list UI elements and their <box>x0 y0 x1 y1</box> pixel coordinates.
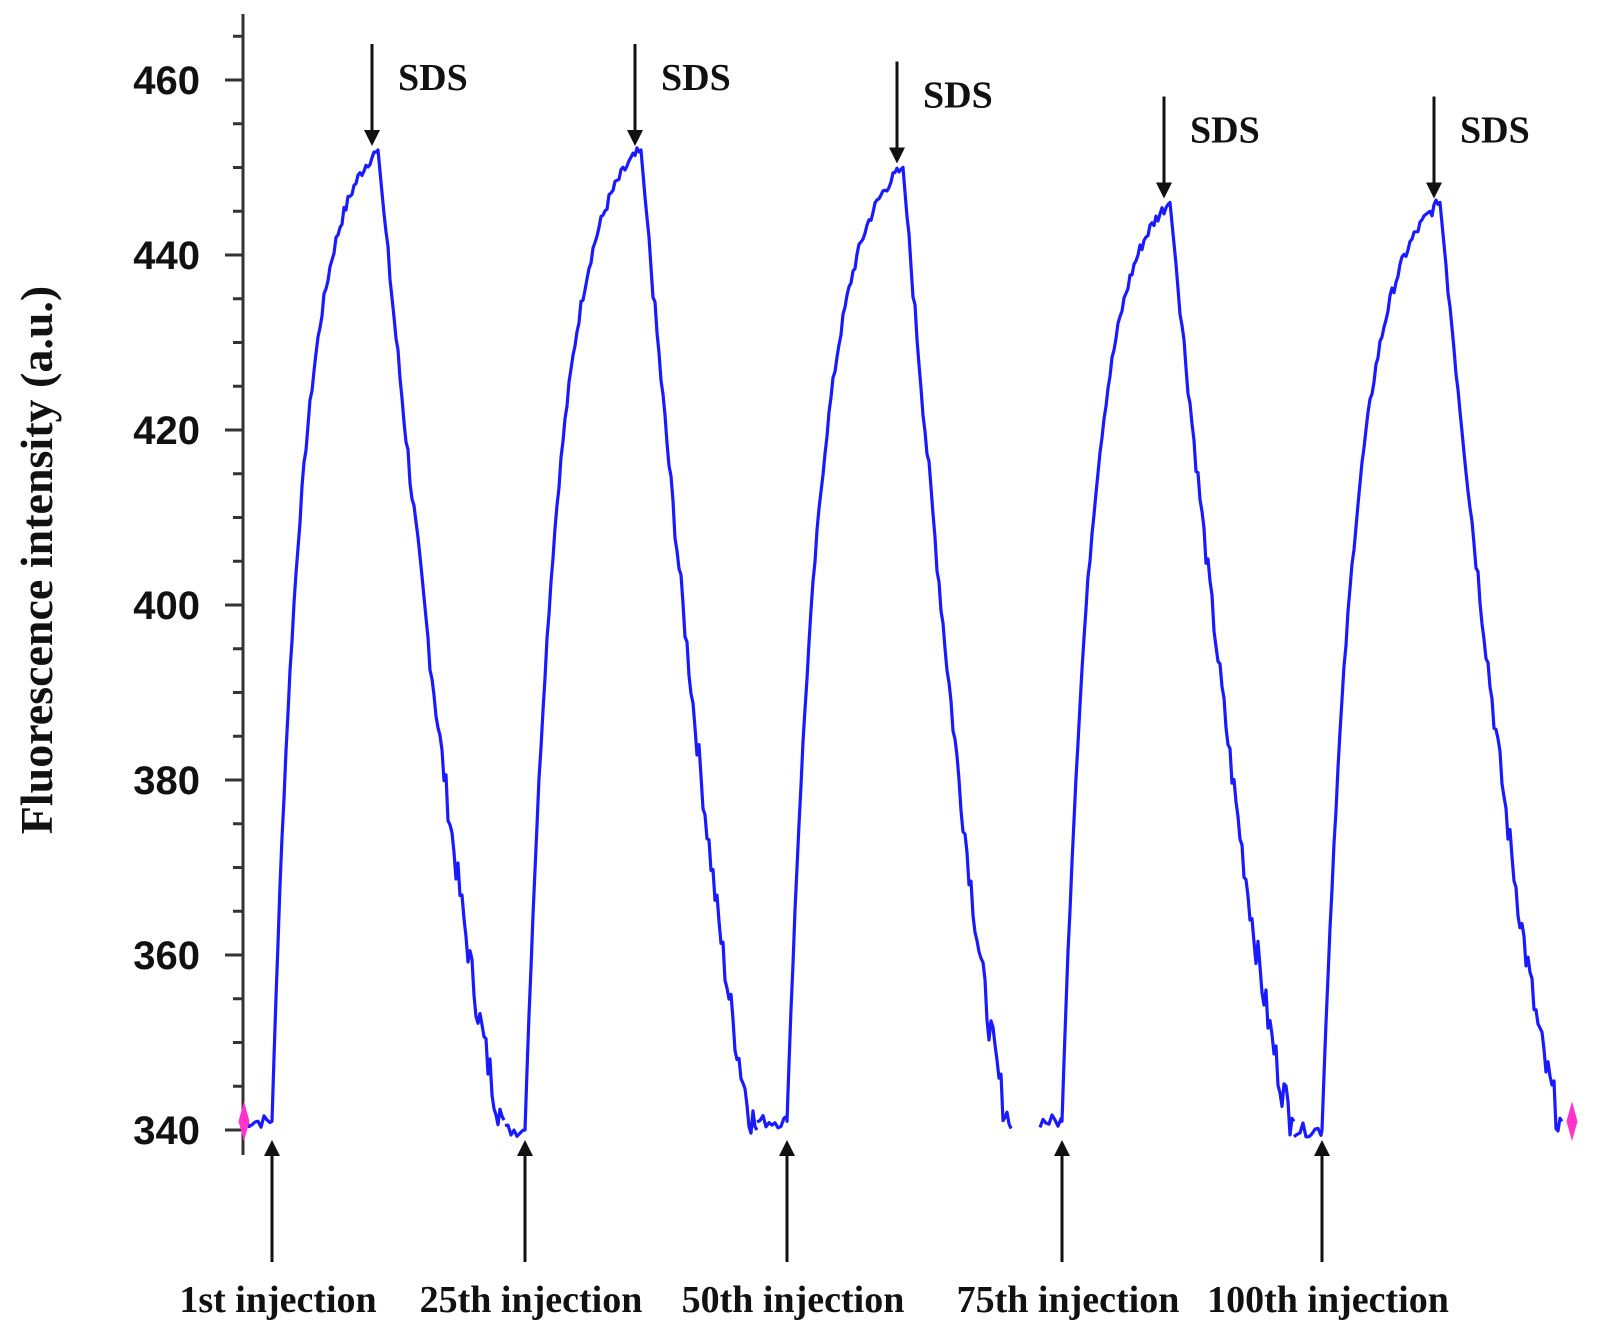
y-tick-label: 360 <box>133 934 200 978</box>
sds-arrow-head <box>1156 182 1172 199</box>
endpoint-marker <box>238 1101 250 1142</box>
series-line-cycle <box>1038 200 1296 1137</box>
injection-label: 100th injection <box>1207 1279 1449 1321</box>
endpoint-markers <box>238 1101 1578 1142</box>
injection-arrow-head <box>1054 1140 1070 1156</box>
injection-annotations: 1st injection 25th injection 50th injectio… <box>179 1140 1449 1321</box>
endpoint-marker <box>1566 1101 1578 1142</box>
sds-arrow-head <box>627 130 643 146</box>
sds-label: SDS <box>923 75 993 117</box>
sds-arrow-head <box>889 147 905 164</box>
sds-arrow-head <box>364 130 380 146</box>
y-axis: 340 360 380 400 420 440 460 <box>133 14 245 1155</box>
series-line-cycle <box>242 148 506 1129</box>
series-line-cycle <box>1293 198 1564 1139</box>
injection-arrow-head <box>779 1140 795 1156</box>
injection-arrow-head <box>517 1140 533 1156</box>
y-tick-label: 460 <box>133 59 200 103</box>
sds-label: SDS <box>1460 110 1530 152</box>
y-axis-title: Fluorescence intensity (a.u.) <box>11 286 62 835</box>
series-line-cycle <box>756 165 1013 1130</box>
sds-arrow-head <box>1426 182 1442 199</box>
injection-arrow-head <box>264 1140 280 1156</box>
y-tick-labels: 340 360 380 400 420 440 460 <box>133 59 200 1153</box>
y-tick-label: 400 <box>133 584 200 628</box>
injection-label: 75th injection <box>957 1279 1180 1321</box>
sds-label: SDS <box>1190 110 1260 152</box>
injection-label: 25th injection <box>420 1279 643 1321</box>
injection-arrow-head <box>1314 1140 1330 1156</box>
injection-label: 50th injection <box>682 1279 905 1321</box>
sds-label: SDS <box>398 57 468 99</box>
y-tick-label: 380 <box>133 759 200 803</box>
injection-label: 1st injection <box>179 1279 376 1321</box>
series <box>242 146 1564 1139</box>
sds-annotations: SDS SDS SDS SDS SDS <box>364 44 1530 199</box>
series-line-cycle <box>504 146 759 1138</box>
y-ticks <box>225 34 243 1132</box>
y-tick-label: 420 <box>133 409 200 453</box>
y-tick-label: 340 <box>133 1109 200 1153</box>
y-tick-label: 440 <box>133 234 200 278</box>
sds-label: SDS <box>661 57 731 99</box>
